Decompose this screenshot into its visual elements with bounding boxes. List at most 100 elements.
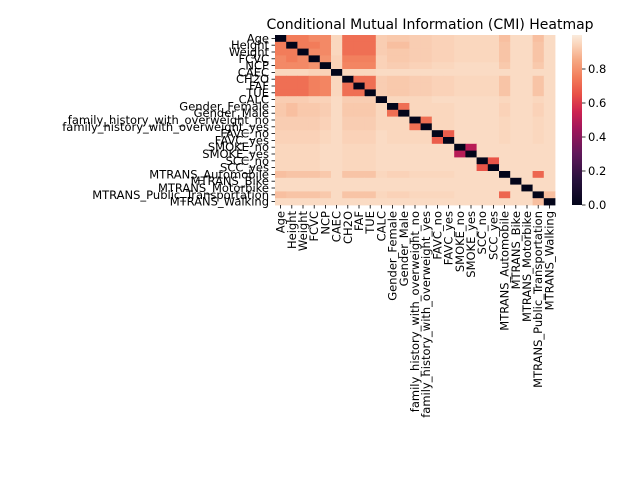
heatmap-cell [543, 123, 556, 131]
heatmap-cell [353, 55, 365, 63]
heatmap-cell [297, 96, 309, 104]
heatmap-cell [398, 150, 410, 158]
heatmap-cell [286, 150, 298, 158]
heatmap-cell [543, 48, 556, 56]
heatmap-cell [431, 69, 444, 77]
heatmap-cell [286, 109, 298, 117]
heatmap-cell [420, 171, 433, 179]
heatmap-cell [543, 157, 556, 165]
heatmap-cell [431, 89, 444, 97]
heatmap-cell [543, 41, 556, 49]
heatmap-cell [454, 69, 466, 77]
heatmap-cell [364, 177, 377, 185]
heatmap-cell [409, 123, 421, 131]
heatmap-cell [510, 96, 522, 104]
heatmap-cell [387, 69, 399, 77]
heatmap-cell [364, 184, 377, 192]
heatmap-cell [465, 41, 477, 49]
heatmap-cell [431, 137, 444, 145]
heatmap-cell [398, 157, 410, 165]
heatmap-cell [319, 171, 332, 179]
heatmap-cell [319, 164, 332, 172]
heatmap-cell [454, 75, 466, 83]
heatmap-cell [543, 82, 556, 90]
y-tick-label: SCC_yes [220, 161, 269, 175]
heatmap-cell [319, 96, 332, 104]
heatmap-cell [476, 191, 489, 199]
heatmap-cell [499, 191, 511, 199]
heatmap-cell [454, 191, 466, 199]
heatmap-cell [476, 96, 489, 104]
heatmap-cell [532, 55, 545, 63]
heatmap-cell [476, 130, 489, 138]
heatmap-cell [443, 164, 455, 172]
heatmap-cell [532, 164, 545, 172]
heatmap-cell [319, 89, 332, 97]
heatmap-cell [353, 171, 365, 179]
heatmap-cell [443, 55, 455, 63]
heatmap-cell [375, 177, 388, 185]
y-tick-label: MTRANS_Automobile [149, 167, 269, 181]
heatmap-cell [420, 62, 433, 70]
heatmap-cell [454, 171, 466, 179]
heatmap-cell [487, 164, 500, 172]
heatmap-cell [409, 41, 421, 49]
heatmap-cell [420, 75, 433, 83]
heatmap-cell [409, 96, 421, 104]
heatmap-cell [431, 130, 444, 138]
heatmap-cell [275, 35, 287, 43]
heatmap-cell [465, 157, 477, 165]
heatmap-cell [532, 184, 545, 192]
heatmap-cell [465, 191, 477, 199]
heatmap-cell [431, 75, 444, 83]
heatmap-cell [375, 103, 388, 111]
heatmap-cell [409, 35, 421, 43]
heatmap-cell [431, 123, 444, 131]
heatmap-cell [499, 177, 511, 185]
heatmap-cell [297, 130, 309, 138]
heatmap-cell [521, 137, 533, 145]
heatmap-cell [342, 157, 354, 165]
heatmap-cell [409, 82, 421, 90]
heatmap-cell [319, 75, 332, 83]
heatmap-cell [510, 75, 522, 83]
x-tick-label: Gender_Female [386, 211, 400, 301]
heatmap-cell [353, 123, 365, 131]
heatmap-cell [431, 164, 444, 172]
heatmap-cell [409, 109, 421, 117]
heatmap-cell [499, 55, 511, 63]
heatmap-cell [275, 137, 287, 145]
y-tick-label: SMOKE_yes [202, 147, 269, 161]
heatmap-cell [308, 143, 321, 151]
x-tick-label: family_history_with_overweight_yes [419, 211, 433, 418]
heatmap-cell [387, 123, 399, 131]
heatmap-cell [364, 35, 377, 43]
heatmap-cell [499, 96, 511, 104]
heatmap-cell [398, 109, 410, 117]
heatmap-cell [375, 41, 388, 49]
heatmap-cell [375, 35, 388, 43]
heatmap-cell [420, 191, 433, 199]
x-tick-label: FCVC [307, 211, 321, 242]
heatmap-cell [476, 137, 489, 145]
heatmap-cell [487, 41, 500, 49]
heatmap-cell [308, 116, 321, 124]
heatmap-cell [286, 89, 298, 97]
heatmap-cell [454, 55, 466, 63]
heatmap-cell [521, 62, 533, 70]
colorbar-tick-label: 0.6 [588, 96, 606, 110]
heatmap-cell [286, 82, 298, 90]
heatmap-cell [319, 137, 332, 145]
heatmap-cell [454, 137, 466, 145]
heatmap-cell [443, 109, 455, 117]
colorbar-tick-label: 0.0 [588, 198, 606, 212]
heatmap-cell [286, 137, 298, 145]
heatmap-cell [487, 75, 500, 83]
heatmap-cell [409, 55, 421, 63]
heatmap-cell [499, 137, 511, 145]
heatmap-cell [521, 69, 533, 77]
heatmap-cell [532, 150, 545, 158]
heatmap-cell [275, 82, 287, 90]
heatmap-cell [353, 96, 365, 104]
heatmap-cell [375, 82, 388, 90]
